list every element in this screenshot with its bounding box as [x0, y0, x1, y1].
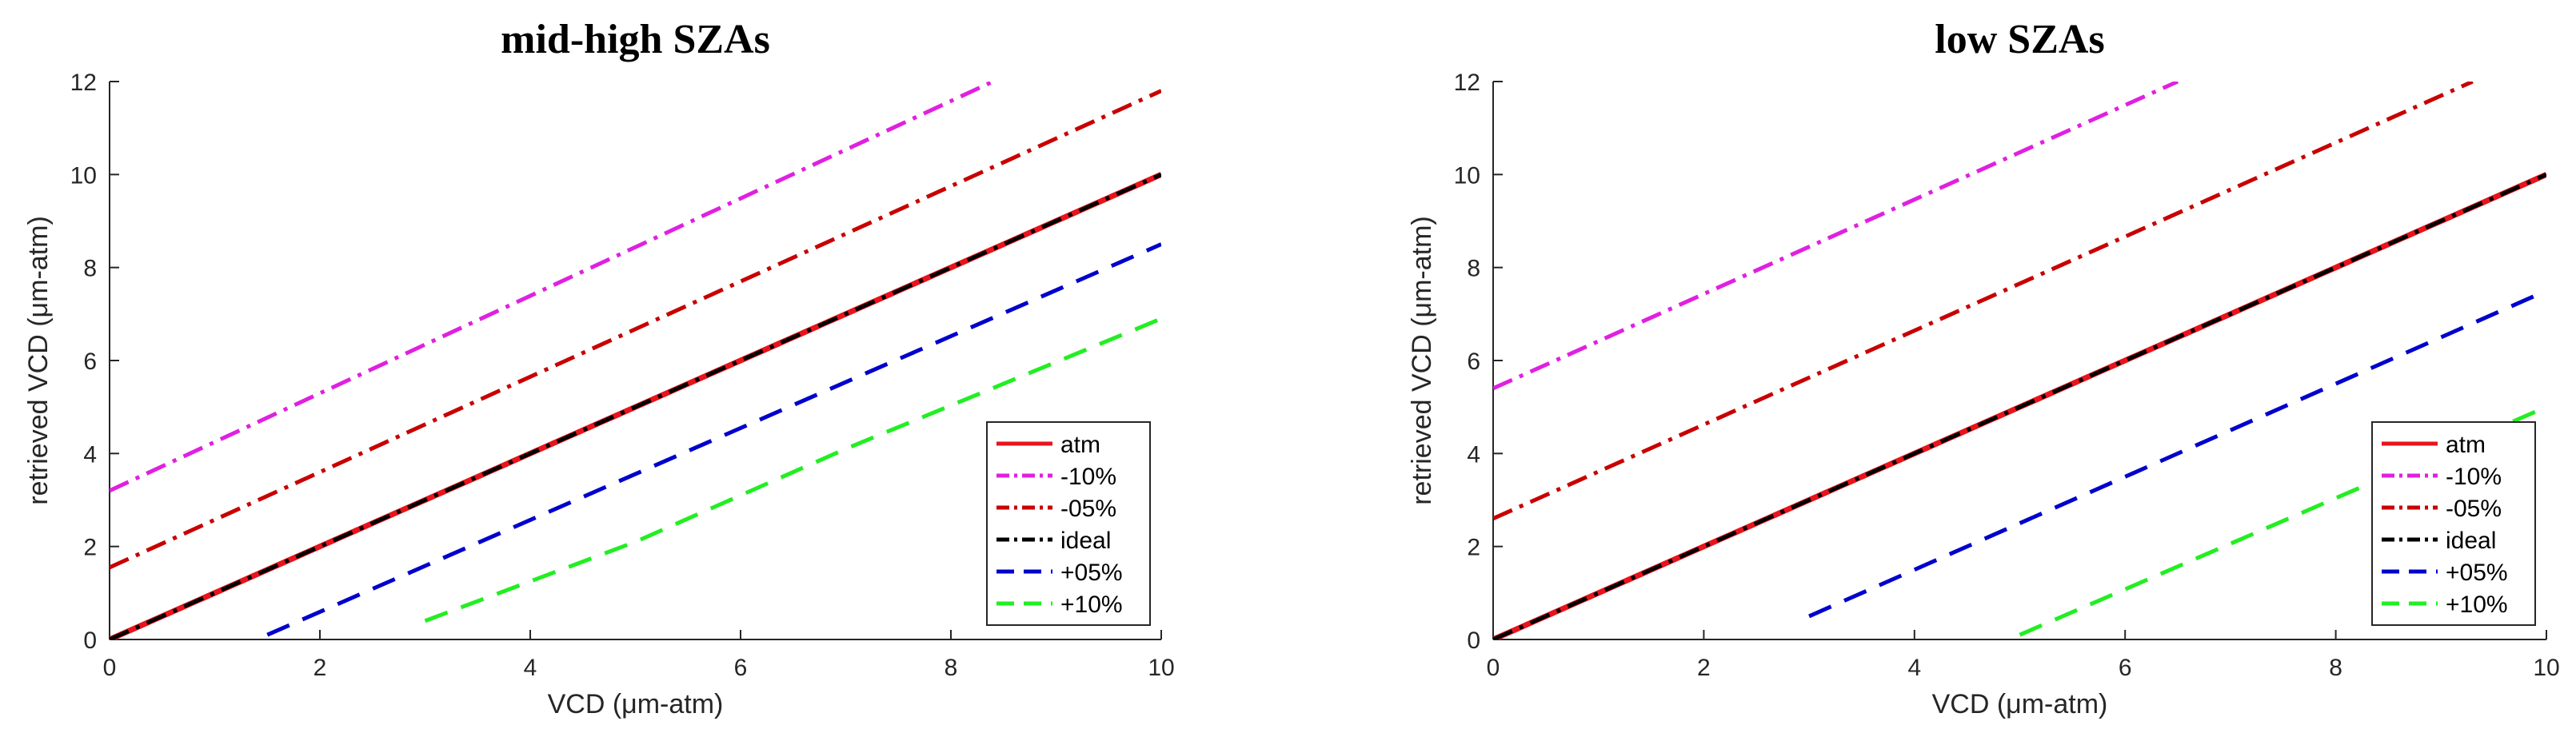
- x-tick-label: 6: [2119, 655, 2132, 681]
- y-tick-label: 4: [1467, 441, 1480, 468]
- y-tick-label: 2: [1467, 535, 1480, 561]
- y-tick-label: 0: [1467, 627, 1480, 654]
- y-tick-label: 0: [83, 627, 97, 654]
- series-line-minus-05pct: [1493, 82, 2474, 521]
- chart-low-szas: low SZAs 0 2 4 6 8 10 0 2 4 6 8 10 12 VCD (μm-atm) retr…: [1407, 17, 2560, 719]
- legend-label-minus-05pct: -05%: [2446, 496, 2502, 522]
- x-tick-label: 6: [734, 655, 748, 681]
- series-line-minus-05pct: [110, 89, 1161, 570]
- x-tick-label: 10: [2533, 655, 2559, 681]
- series-line-ideal: [110, 173, 1161, 639]
- series-group: [110, 82, 1161, 639]
- legend-label-plus10pct: +10%: [1060, 592, 1123, 618]
- series-line-plus05pct: [1808, 293, 2537, 619]
- y-tick-label: 8: [83, 256, 97, 282]
- y-tick-label: 8: [1467, 256, 1480, 282]
- x-tick-label: 8: [945, 655, 958, 681]
- x-tick-label: 2: [314, 655, 327, 681]
- x-tick-label: 4: [1907, 655, 1921, 681]
- series-line-plus10pct: [424, 317, 1161, 623]
- y-tick-label: 12: [1454, 70, 1480, 96]
- series-line-plus05pct: [266, 242, 1161, 637]
- x-tick-label: 0: [103, 655, 117, 681]
- legend-label-ideal: ideal: [1060, 528, 1111, 554]
- y-tick-label: 6: [1467, 349, 1480, 375]
- x-tick-label: 0: [1487, 655, 1500, 681]
- legend-label-ideal: ideal: [2446, 528, 2496, 554]
- chart-mid-high-szas: mid-high SZAs 0 2 4 6 8 10 0 2 4 6 8 10 12 VCD (μm-atm…: [23, 17, 1175, 719]
- chart-title: low SZAs: [1935, 17, 2104, 62]
- legend-label-minus-05pct: -05%: [1060, 496, 1116, 522]
- x-tick-label: 4: [524, 655, 537, 681]
- y-axis-label: retrieved VCD (μm-atm): [23, 216, 54, 505]
- series-line-minus-10pct: [1493, 82, 2179, 391]
- legend: atm -10% -05% ideal +05% +10%: [986, 421, 1151, 626]
- legend-label-plus05pct: +05%: [2446, 560, 2508, 586]
- chart-title: mid-high SZAs: [501, 17, 770, 62]
- y-tick-label: 4: [83, 441, 97, 468]
- legend-label-atm: atm: [1060, 432, 1100, 458]
- legend-box: [986, 421, 1151, 626]
- legend-box: [2371, 421, 2536, 626]
- series-group: [1493, 82, 2546, 639]
- y-tick-label: 12: [70, 70, 97, 96]
- y-tick-label: 10: [1454, 162, 1480, 189]
- legend-label-minus-10pct: -10%: [2446, 464, 2502, 490]
- x-axis-label: VCD (μm-atm): [548, 689, 724, 719]
- y-tick-label: 10: [70, 162, 97, 189]
- legend-label-minus-10pct: -10%: [1060, 464, 1116, 490]
- legend-label-plus05pct: +05%: [1060, 560, 1123, 586]
- x-axis-label: VCD (μm-atm): [1932, 689, 2108, 719]
- y-axis-label: retrieved VCD (μm-atm): [1407, 216, 1437, 505]
- x-tick-label: 8: [2329, 655, 2342, 681]
- y-tick-label: 6: [83, 349, 97, 375]
- series-line-ideal: [1493, 173, 2546, 639]
- x-tick-label: 2: [1697, 655, 1711, 681]
- y-tick-label: 2: [83, 535, 97, 561]
- legend: atm -10% -05% ideal +05% +10%: [2371, 421, 2536, 626]
- legend-label-atm: atm: [2446, 432, 2486, 458]
- x-tick-label: 10: [1148, 655, 1174, 681]
- legend-label-plus10pct: +10%: [2446, 592, 2508, 618]
